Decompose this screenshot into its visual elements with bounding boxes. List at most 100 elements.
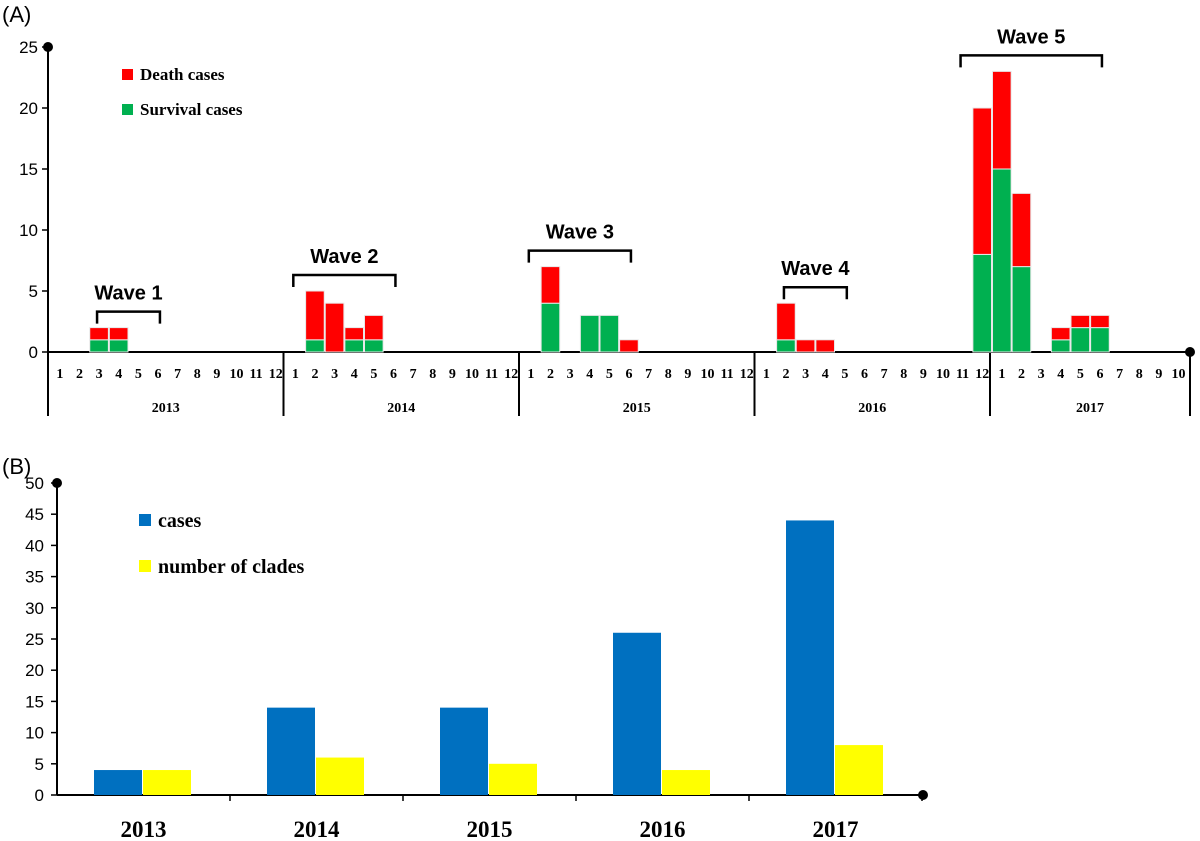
year-label-b-2014: 2014 — [294, 817, 341, 841]
bar-death — [776, 302, 796, 341]
month-label: 4 — [586, 367, 593, 382]
month-label: 5 — [370, 367, 377, 382]
y-tick-label-b-20: 20 — [25, 661, 44, 680]
y-tick-label-a-15: 15 — [19, 160, 38, 179]
y-tick-label-a-5: 5 — [29, 282, 38, 301]
month-label: 7 — [881, 367, 888, 382]
y-tick-label-b-25: 25 — [25, 630, 44, 649]
y-tick-label-a-20: 20 — [19, 99, 38, 118]
month-label: 7 — [1116, 367, 1123, 382]
month-label: 5 — [841, 367, 848, 382]
legend-b-swatch-1 — [139, 514, 151, 526]
wave-bracket-5 — [959, 54, 1104, 68]
month-label: 2 — [547, 367, 554, 382]
month-label: 9 — [213, 367, 220, 382]
month-label: 8 — [665, 367, 672, 382]
wave-bracket-3 — [527, 249, 633, 263]
bar-survival — [599, 314, 620, 353]
month-label: 6 — [390, 367, 397, 382]
bar-number-of-clades — [835, 745, 883, 795]
bar-death — [540, 266, 561, 304]
month-label: 11 — [956, 367, 969, 382]
panel-a-label: (A) — [2, 2, 32, 27]
bar-cases — [94, 770, 142, 795]
month-label: 1 — [998, 367, 1005, 382]
month-label: 9 — [449, 367, 456, 382]
month-label: 7 — [410, 367, 417, 382]
wave-label-3: Wave 3 — [546, 222, 614, 244]
bar-cases — [267, 707, 315, 795]
month-label: 12 — [975, 367, 989, 382]
month-label: 8 — [1136, 367, 1143, 382]
bar-number-of-clades — [489, 763, 537, 795]
year-label-a-2014: 2014 — [387, 401, 415, 416]
month-label: 1 — [292, 367, 299, 382]
wave-label-2: Wave 2 — [310, 246, 378, 268]
y-tick-label-b-15: 15 — [25, 692, 44, 711]
month-label: 5 — [1077, 367, 1084, 382]
bar-cases — [613, 632, 661, 795]
wave-label-4: Wave 4 — [781, 258, 850, 280]
y-tick-label-b-40: 40 — [25, 536, 44, 555]
month-label: 11 — [485, 367, 498, 382]
wave-label-1: Wave 1 — [94, 283, 162, 305]
month-label: 3 — [567, 367, 574, 382]
wave-bracket-2 — [292, 273, 397, 287]
wave-bracket-4 — [782, 285, 849, 300]
month-label: 10 — [936, 367, 950, 382]
y-tick-label-b-10: 10 — [25, 724, 44, 743]
bar-death — [364, 314, 384, 341]
month-label: 1 — [763, 367, 770, 382]
month-label: 4 — [115, 367, 122, 382]
bar-death — [992, 70, 1012, 170]
month-label: 12 — [504, 367, 518, 382]
month-label: 4 — [1057, 367, 1064, 382]
month-label: 4 — [822, 367, 829, 382]
bar-death — [1011, 192, 1032, 268]
year-label-b-2016: 2016 — [640, 817, 686, 841]
bar-death — [108, 327, 129, 341]
bar-cases — [786, 520, 834, 795]
bar-death — [324, 302, 345, 353]
month-label: 3 — [1038, 367, 1045, 382]
month-label: 9 — [920, 367, 927, 382]
bar-number-of-clades — [143, 770, 191, 795]
year-label-b-2017: 2017 — [813, 817, 859, 841]
month-label: 2 — [1018, 367, 1025, 382]
bar-death — [1090, 314, 1110, 329]
legend-b-label-2: number of clades — [158, 556, 305, 578]
legend-b-swatch-2 — [139, 560, 151, 572]
month-label: 1 — [56, 367, 63, 382]
bar-survival — [579, 314, 600, 353]
month-label: 4 — [351, 367, 358, 382]
month-label: 9 — [1155, 367, 1162, 382]
month-label: 12 — [740, 367, 754, 382]
month-label: 6 — [861, 367, 868, 382]
bar-death — [89, 327, 109, 341]
month-label: 3 — [96, 367, 103, 382]
bar-death — [344, 327, 364, 341]
wave-bracket-1 — [95, 310, 162, 324]
bar-death — [1050, 327, 1071, 341]
bar-cases — [440, 707, 488, 795]
y-tick-label-b-50: 50 — [25, 474, 44, 493]
legend-a-swatch-1 — [122, 69, 133, 80]
month-label: 7 — [645, 367, 652, 382]
year-label-a-2013: 2013 — [152, 401, 180, 416]
month-label: 5 — [135, 367, 142, 382]
bar-death — [1070, 314, 1091, 329]
month-label: 2 — [782, 367, 789, 382]
y-tick-label-a-0: 0 — [29, 343, 38, 362]
legend-a-swatch-2 — [122, 104, 133, 115]
month-label: 10 — [700, 367, 714, 382]
month-label: 8 — [900, 367, 907, 382]
bar-death — [619, 339, 639, 353]
month-label: 2 — [76, 367, 83, 382]
month-label: 6 — [1096, 367, 1103, 382]
bar-death — [305, 290, 325, 341]
legend-a-label-1: Death cases — [140, 65, 225, 84]
bar-number-of-clades — [662, 770, 710, 795]
year-label-b-2015: 2015 — [467, 817, 513, 841]
y-tick-label-b-35: 35 — [25, 568, 44, 587]
year-label-b-2013: 2013 — [121, 817, 167, 841]
